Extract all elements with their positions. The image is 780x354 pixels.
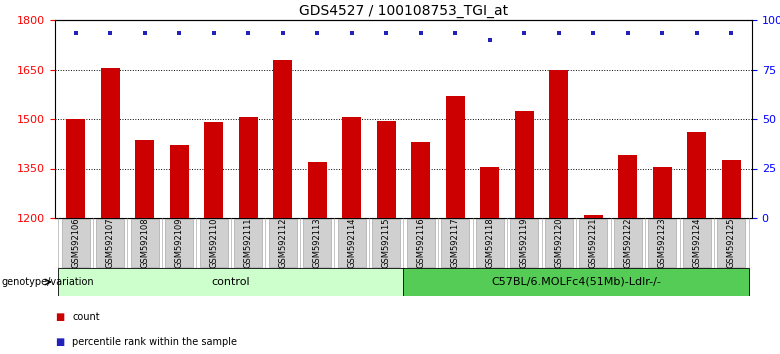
Bar bbox=[718, 219, 745, 267]
Text: GSM592121: GSM592121 bbox=[589, 218, 597, 268]
Text: ■: ■ bbox=[55, 337, 64, 347]
Text: GSM592111: GSM592111 bbox=[243, 218, 253, 268]
Text: count: count bbox=[73, 312, 100, 322]
Bar bbox=[200, 219, 228, 267]
Text: GSM592115: GSM592115 bbox=[381, 218, 391, 268]
Bar bbox=[66, 119, 85, 218]
Text: GSM592112: GSM592112 bbox=[278, 218, 287, 268]
Text: GSM592118: GSM592118 bbox=[485, 218, 495, 268]
Bar bbox=[687, 132, 706, 218]
Bar bbox=[377, 121, 395, 218]
Text: GSM592113: GSM592113 bbox=[313, 218, 321, 268]
Bar bbox=[273, 59, 292, 218]
Bar bbox=[411, 142, 431, 218]
Text: percentile rank within the sample: percentile rank within the sample bbox=[73, 337, 237, 347]
Bar bbox=[653, 167, 672, 218]
Text: GSM592106: GSM592106 bbox=[71, 218, 80, 268]
Title: GDS4527 / 100108753_TGI_at: GDS4527 / 100108753_TGI_at bbox=[299, 4, 508, 18]
Text: ■: ■ bbox=[55, 312, 64, 322]
Bar bbox=[239, 117, 257, 218]
Bar bbox=[441, 219, 469, 267]
Bar bbox=[545, 219, 573, 267]
Text: GSM592116: GSM592116 bbox=[417, 218, 425, 268]
Bar bbox=[583, 215, 603, 218]
Text: GSM592124: GSM592124 bbox=[693, 218, 701, 268]
Bar bbox=[303, 219, 331, 267]
Text: GSM592114: GSM592114 bbox=[347, 218, 356, 268]
Bar bbox=[58, 268, 403, 296]
Text: GSM592117: GSM592117 bbox=[451, 218, 459, 268]
Text: GSM592125: GSM592125 bbox=[727, 218, 736, 268]
Bar bbox=[135, 141, 154, 218]
Bar bbox=[97, 219, 124, 267]
Text: GSM592120: GSM592120 bbox=[555, 218, 563, 268]
Bar bbox=[683, 219, 711, 267]
Bar bbox=[235, 219, 262, 267]
Bar bbox=[510, 219, 538, 267]
Text: control: control bbox=[211, 277, 250, 287]
Text: GSM592109: GSM592109 bbox=[175, 218, 184, 268]
Bar bbox=[165, 219, 193, 267]
Bar bbox=[549, 69, 569, 218]
Bar bbox=[170, 145, 189, 218]
Text: GSM592107: GSM592107 bbox=[106, 218, 115, 268]
Text: GSM592110: GSM592110 bbox=[209, 218, 218, 268]
Bar bbox=[614, 219, 642, 267]
Bar bbox=[101, 68, 119, 218]
Text: GSM592119: GSM592119 bbox=[519, 218, 529, 268]
Bar bbox=[342, 117, 361, 218]
Bar bbox=[372, 219, 400, 267]
Bar bbox=[722, 160, 741, 218]
Bar bbox=[269, 219, 296, 267]
Bar bbox=[403, 268, 749, 296]
Bar bbox=[480, 167, 499, 218]
Text: C57BL/6.MOLFc4(51Mb)-Ldlr-/-: C57BL/6.MOLFc4(51Mb)-Ldlr-/- bbox=[491, 277, 661, 287]
Text: GSM592122: GSM592122 bbox=[623, 218, 633, 268]
Bar bbox=[648, 219, 676, 267]
Bar bbox=[62, 219, 90, 267]
Bar bbox=[407, 219, 434, 267]
Text: genotype/variation: genotype/variation bbox=[2, 277, 94, 287]
Text: GSM592123: GSM592123 bbox=[658, 218, 667, 268]
Bar bbox=[515, 111, 534, 218]
Bar bbox=[476, 219, 504, 267]
Bar bbox=[131, 219, 158, 267]
Bar bbox=[580, 219, 607, 267]
Bar bbox=[308, 162, 327, 218]
Bar bbox=[338, 219, 366, 267]
Bar bbox=[619, 155, 637, 218]
Text: GSM592108: GSM592108 bbox=[140, 218, 149, 268]
Bar bbox=[204, 122, 223, 218]
Bar bbox=[445, 96, 465, 218]
